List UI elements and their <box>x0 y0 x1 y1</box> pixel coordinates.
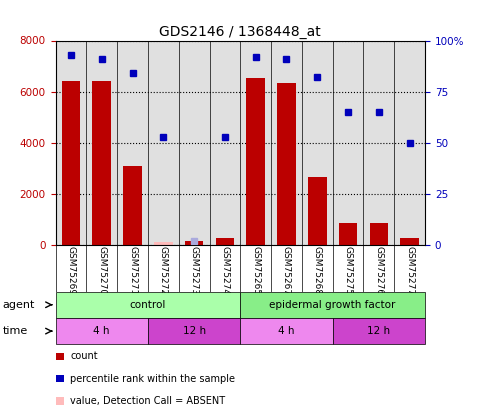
Text: control: control <box>130 300 166 310</box>
Bar <box>339 222 357 245</box>
Text: GSM75269: GSM75269 <box>67 246 75 296</box>
Text: value, Detection Call = ABSENT: value, Detection Call = ABSENT <box>70 396 225 405</box>
Text: GSM75268: GSM75268 <box>313 246 322 296</box>
Bar <box>400 238 419 245</box>
Bar <box>241 318 333 344</box>
Text: percentile rank within the sample: percentile rank within the sample <box>70 374 235 384</box>
Bar <box>215 238 234 245</box>
Text: GSM75265: GSM75265 <box>251 246 260 296</box>
Bar <box>123 166 142 245</box>
Text: GSM75267: GSM75267 <box>282 246 291 296</box>
Text: GSM75272: GSM75272 <box>159 246 168 295</box>
Text: GSM75270: GSM75270 <box>97 246 106 296</box>
Bar <box>369 223 388 245</box>
Text: GSM75271: GSM75271 <box>128 246 137 296</box>
Text: GSM75276: GSM75276 <box>374 246 384 296</box>
Text: 12 h: 12 h <box>367 326 390 336</box>
Bar <box>148 318 241 344</box>
Bar <box>154 242 172 245</box>
Text: GSM75274: GSM75274 <box>220 246 229 295</box>
Text: 12 h: 12 h <box>183 326 206 336</box>
Text: time: time <box>2 326 28 336</box>
Bar <box>246 78 265 245</box>
Title: GDS2146 / 1368448_at: GDS2146 / 1368448_at <box>159 26 321 39</box>
Bar <box>92 81 111 245</box>
Bar <box>333 318 425 344</box>
Bar <box>277 83 296 245</box>
Bar <box>308 177 327 245</box>
Bar <box>62 81 80 245</box>
Text: 4 h: 4 h <box>94 326 110 336</box>
Bar <box>56 318 148 344</box>
Bar <box>185 241 203 245</box>
Bar <box>56 292 241 318</box>
Text: epidermal growth factor: epidermal growth factor <box>270 300 396 310</box>
Text: GSM75275: GSM75275 <box>343 246 353 296</box>
Text: GSM75277: GSM75277 <box>405 246 414 296</box>
Bar <box>241 292 425 318</box>
Text: count: count <box>70 352 98 361</box>
Text: agent: agent <box>2 300 35 310</box>
Text: 4 h: 4 h <box>278 326 295 336</box>
Text: GSM75273: GSM75273 <box>190 246 199 296</box>
